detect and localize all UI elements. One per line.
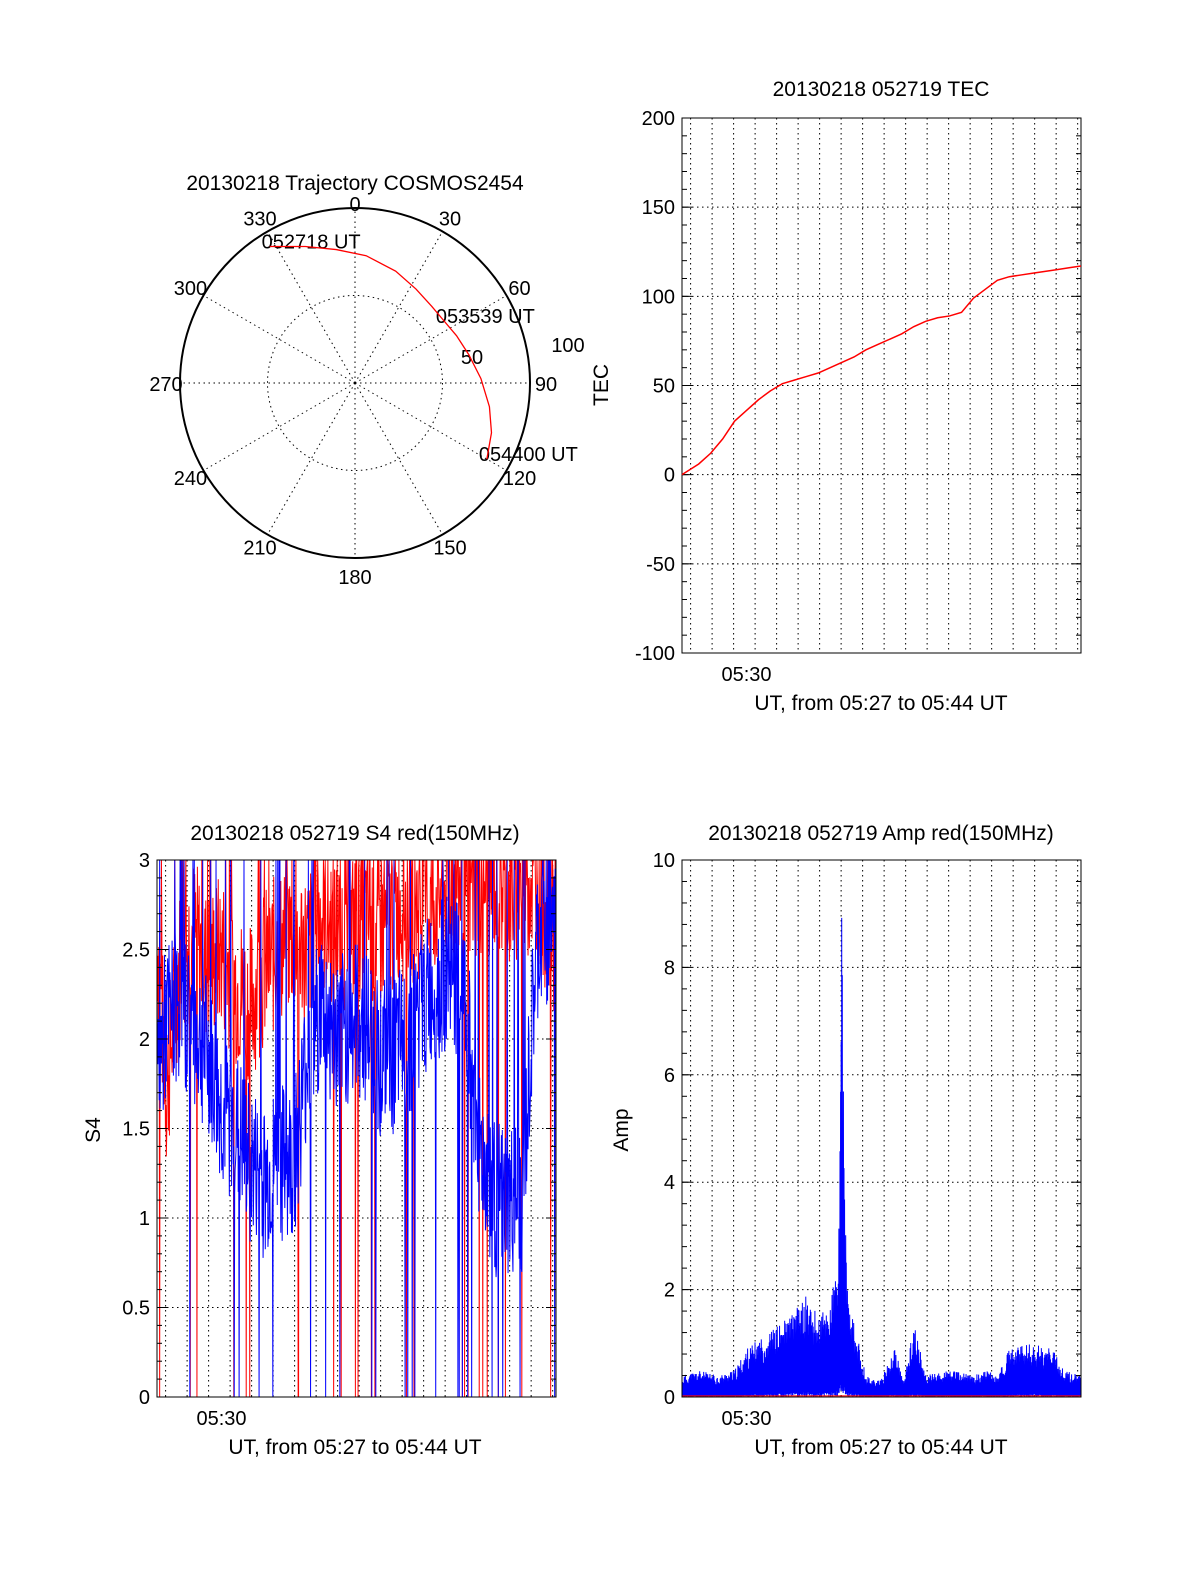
tec-grid	[682, 117, 1081, 654]
amp-series-line	[681, 917, 1082, 1398]
s4-x-ticks: 05:30	[196, 1408, 246, 1430]
polar-azimuth-label: 120	[503, 468, 536, 490]
polar-radial-label: 50	[461, 347, 483, 369]
s4-panel: 20130218 052719 S4 red(150MHz) 0 0.5 1 1.5 2…	[82, 822, 557, 1459]
polar-outer-circle	[179, 207, 531, 559]
y-tick-label: 2	[139, 1029, 150, 1051]
polar-annotations: 052718 UT 053539 UT 054400 UT	[262, 231, 578, 466]
amp-panel: 20130218 052719 Amp red(150MHz) 0246810 …	[610, 822, 1082, 1459]
polar-grid-spoke	[267, 231, 356, 384]
polar-grid-spoke	[267, 382, 356, 535]
tec-panel: 20130218 052719 TEC -100-50050100150200 …	[590, 78, 1082, 715]
y-tick-label: 4	[664, 1172, 675, 1194]
y-tick-label: 10	[653, 850, 675, 872]
amp-ylabel: Amp	[610, 1108, 633, 1151]
polar-panel: 20130218 Trajectory COSMOS2454 0 30 60 90 12…	[149, 172, 584, 589]
polar-annotation: 054400 UT	[479, 444, 578, 466]
tec-xlabel: UT, from 05:27 to 05:44 UT	[754, 692, 1007, 715]
polar-azimuth-label: 60	[508, 278, 530, 300]
y-tick-label: 6	[664, 1065, 675, 1087]
polar-grid-spoke	[203, 295, 356, 384]
polar-radial-label: 100	[551, 335, 584, 357]
y-tick-label: 0.5	[122, 1298, 150, 1320]
y-tick-label: 50	[653, 376, 675, 398]
s4-series-line	[156, 859, 557, 1398]
y-tick-label: 8	[664, 957, 675, 979]
s4-series	[156, 859, 557, 1398]
amp-series	[681, 917, 1082, 1398]
y-tick-label: 3	[139, 850, 150, 872]
tec-series-line	[681, 265, 1082, 476]
amp-y-ticks: 0 2 4 6 8 10	[653, 850, 1081, 1409]
s4-xlabel: UT, from 05:27 to 05:44 UT	[228, 1436, 481, 1459]
polar-azimuth-label: 30	[439, 208, 461, 230]
y-tick-label: 200	[642, 108, 675, 130]
tec-plot-frame	[681, 117, 1082, 654]
amp-xlabel: UT, from 05:27 to 05:44 UT	[754, 1436, 1007, 1459]
tec-title: 20130218 052719 TEC	[773, 78, 990, 101]
y-tick-label: 1.5	[122, 1119, 150, 1141]
polar-grid-circle	[267, 295, 443, 471]
polar-azimuth-label: 180	[338, 567, 371, 589]
y-tick-label: 0	[139, 1387, 150, 1409]
amp-title: 20130218 052719 Amp red(150MHz)	[708, 822, 1054, 845]
y-tick-label: 150	[642, 197, 675, 219]
polar-azimuth-label: 300	[174, 278, 207, 300]
tec-ylabel: TEC	[590, 364, 613, 406]
x-tick-label: 05:30	[196, 1408, 246, 1430]
polar-azimuth-label: 90	[535, 374, 557, 396]
polar-radial-labels: 50 100	[461, 335, 585, 369]
s4-ylabel: S4	[82, 1117, 105, 1143]
x-tick-label: 05:30	[721, 664, 771, 686]
polar-grid-spoke	[354, 382, 443, 535]
y-tick-label: -100	[635, 643, 675, 665]
tec-x-ticks: 05:30	[721, 664, 771, 686]
y-tick-label: 0	[664, 1387, 675, 1409]
amp-x-ticks: 05:30	[721, 1408, 771, 1430]
polar-series	[269, 245, 493, 460]
polar-trajectory-line	[269, 245, 493, 460]
polar-annotation: 053539 UT	[436, 306, 535, 328]
x-tick-label: 05:30	[721, 1408, 771, 1430]
polar-azimuth-label: 150	[433, 538, 466, 560]
polar-azimuth-label: 0	[349, 194, 360, 216]
y-tick-label: 1	[139, 1208, 150, 1230]
y-tick-label: 2	[664, 1280, 675, 1302]
polar-grid	[180, 208, 530, 558]
tec-y-ticks: -100 -50 0 50 100 150 200	[635, 108, 1081, 665]
polar-grid-spoke	[354, 295, 507, 384]
s4-title: 20130218 052719 S4 red(150MHz)	[190, 822, 519, 845]
polar-grid-spoke	[203, 382, 356, 471]
y-tick-label: -50	[646, 554, 675, 576]
s4-y-ticks: 0 0.5 1 1.5 2 2.5 3	[122, 850, 556, 1409]
polar-title: 20130218 Trajectory COSMOS2454	[186, 172, 524, 195]
polar-azimuth-label: 210	[243, 538, 276, 560]
polar-azimuth-label: 330	[243, 208, 276, 230]
polar-azimuth-labels: 0 30 60 90 120 150 180 210 240 270 300 330	[149, 194, 557, 589]
y-tick-label: 0	[664, 465, 675, 487]
polar-annotation: 052718 UT	[262, 231, 361, 253]
polar-azimuth-label: 270	[149, 374, 182, 396]
amp-plot-frame	[681, 859, 1082, 1398]
y-tick-label: 2.5	[122, 940, 150, 962]
y-tick-label: 100	[642, 286, 675, 308]
amp-grid	[682, 859, 1081, 1398]
tec-series	[681, 265, 1082, 476]
polar-azimuth-label: 240	[174, 468, 207, 490]
polar-grid-spoke	[354, 231, 443, 384]
polar-grid-spoke	[354, 382, 507, 471]
